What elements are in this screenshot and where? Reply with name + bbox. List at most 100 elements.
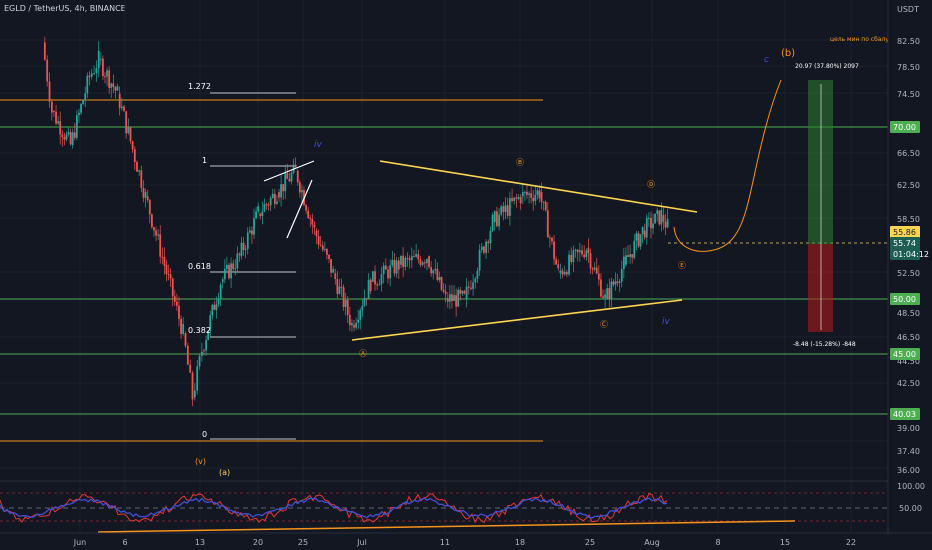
candle-body xyxy=(301,190,303,193)
price-tag-label: 55.86 xyxy=(893,228,916,237)
candle-body xyxy=(309,217,312,219)
candle-body xyxy=(129,127,132,142)
price-tick: 48.50 xyxy=(897,309,920,318)
candle-body xyxy=(157,234,160,236)
candle-body xyxy=(402,255,405,267)
candle-body xyxy=(511,198,513,201)
candle-body xyxy=(404,257,407,267)
candle-body xyxy=(167,273,170,275)
candle-body xyxy=(444,291,447,294)
candle-body xyxy=(606,288,609,299)
date-tick: 8 xyxy=(715,538,720,547)
candle-body xyxy=(597,273,600,280)
date-tick: 6 xyxy=(122,538,127,547)
candle-body xyxy=(563,272,566,275)
price-tag-label: 70.00 xyxy=(893,123,916,132)
candle-body xyxy=(110,83,113,88)
candle-body xyxy=(203,350,205,352)
candle-body xyxy=(104,76,106,78)
candle-body xyxy=(384,265,387,270)
candle-body xyxy=(658,210,661,225)
candle-body xyxy=(583,254,586,258)
wave-label-e: Ⓔ xyxy=(678,261,686,270)
candle-body xyxy=(348,314,351,326)
candle-body xyxy=(491,215,494,231)
long-position-box[interactable] xyxy=(808,80,833,244)
candle-body xyxy=(61,134,64,138)
candle-body xyxy=(413,256,415,258)
price-tag-label: 01:04:12 xyxy=(893,250,929,259)
candle-body xyxy=(616,281,619,283)
candle-body xyxy=(589,253,592,269)
candle-body xyxy=(457,289,460,307)
osc-tick-100: 100.00 xyxy=(897,482,925,491)
candle-body xyxy=(660,210,663,225)
candle-body xyxy=(342,287,345,307)
price-tag-bg xyxy=(890,348,920,360)
triangle-lower-line[interactable] xyxy=(351,299,683,341)
price-tag-bg xyxy=(890,237,920,249)
date-tick: 13 xyxy=(195,538,205,547)
candle-body xyxy=(269,197,272,206)
candle-body xyxy=(581,250,583,255)
projection-path xyxy=(673,79,782,252)
candle-body xyxy=(448,294,451,302)
candle-body xyxy=(78,112,80,116)
candle-body xyxy=(161,256,164,258)
candle-body xyxy=(643,230,646,238)
candle-body xyxy=(155,230,157,236)
candle-body xyxy=(483,246,485,253)
candle-body xyxy=(332,269,335,273)
candle-body xyxy=(664,221,667,228)
osc-trend-line xyxy=(97,520,796,533)
candle-body xyxy=(133,149,136,163)
candle-body xyxy=(213,304,216,310)
candle-body xyxy=(371,271,374,282)
candle-body xyxy=(178,305,180,320)
candle-body xyxy=(453,295,455,301)
candle-body xyxy=(515,197,518,199)
short-position-box[interactable] xyxy=(808,244,833,332)
candle-body xyxy=(595,267,598,274)
candle-body xyxy=(509,198,511,216)
candle-body xyxy=(125,111,128,134)
candle-body xyxy=(474,278,477,283)
candle-body xyxy=(278,192,280,198)
candle-body xyxy=(171,278,174,297)
candle-body xyxy=(432,270,435,274)
candle-body xyxy=(561,270,564,275)
price-tick: 66.50 xyxy=(897,149,920,158)
candle-body xyxy=(280,184,282,198)
candle-body xyxy=(570,254,573,262)
candle-body xyxy=(95,68,98,74)
candle-body xyxy=(526,191,528,195)
candle-body xyxy=(298,182,301,193)
candle-body xyxy=(71,132,74,146)
candle-body xyxy=(656,210,659,214)
price-tick: 58.50 xyxy=(897,215,920,224)
candle-body xyxy=(374,271,376,285)
candle-body xyxy=(538,190,541,199)
candle-body xyxy=(612,281,615,285)
candle-body xyxy=(652,223,654,229)
candle-body xyxy=(627,255,629,258)
candle-body xyxy=(282,184,285,192)
candle-body xyxy=(232,263,235,270)
candle-body xyxy=(186,345,189,365)
grid xyxy=(0,0,888,533)
candle-body xyxy=(553,241,555,260)
candle-body xyxy=(523,191,526,193)
candle-body xyxy=(75,115,78,138)
price-tick: 62.50 xyxy=(897,181,920,190)
candle-body xyxy=(205,339,207,351)
oscillator-line-blue xyxy=(0,497,668,519)
candle-body xyxy=(391,259,394,266)
date-tick: 25 xyxy=(585,538,595,547)
candle-body xyxy=(323,249,326,251)
price-tag-bg xyxy=(890,121,920,133)
candle-body xyxy=(351,322,353,326)
candle-body xyxy=(207,330,210,340)
candle-body xyxy=(73,132,76,138)
triangle-upper-line[interactable] xyxy=(379,160,698,213)
